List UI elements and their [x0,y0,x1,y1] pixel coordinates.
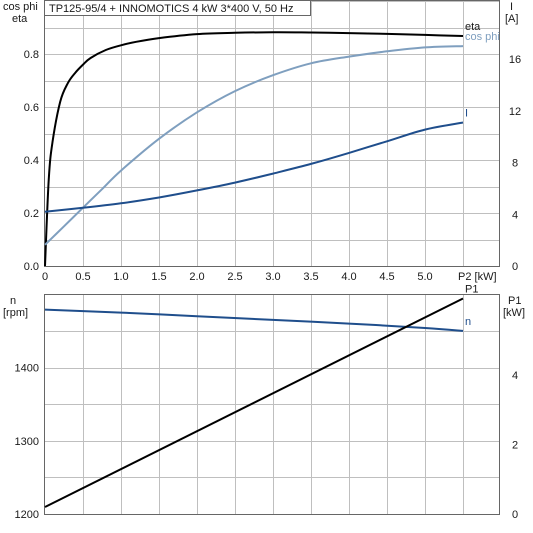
series-line-i [44,121,464,213]
y-left-tick-label: 0.0 [24,261,39,273]
x-tick-label: 3.5 [303,271,318,283]
y-right-label-bottom-2: [kW] [503,307,525,319]
series-label-eta: eta [465,21,481,33]
series-line-p1 [44,297,464,508]
bottom-grid [45,295,499,514]
y-right-label-top-2: [A] [505,13,518,25]
x-axis-label: P2 [kW] [458,271,497,283]
x-tick-label: 1.5 [151,271,166,283]
x-tick-label: 2.0 [189,271,204,283]
y-right-tick-label: 4 [512,370,518,382]
x-tick-label: 0.5 [75,271,90,283]
title-box [44,0,311,16]
series-label-p1: P1 [465,283,478,295]
top-plot-frame [44,0,500,267]
chart-title: TP125-95/4 + INNOMOTICS 4 kW 3*400 V, 50… [49,3,293,15]
y-left-tick-label: 1400 [15,363,39,375]
y-left-label-bottom-1: n [10,295,16,307]
y-left-tick-label: 0.6 [24,102,39,114]
series-label-n: n [465,316,471,328]
y-left-label-bottom-2: [rpm] [3,307,28,319]
bottom-plot-frame [44,294,500,515]
y-right-tick-label: 4 [512,209,518,221]
series-curves [44,31,464,508]
y-right-tick-label: 0 [512,261,518,273]
x-tick-label: 0 [42,271,48,283]
x-tick-label: 2.5 [227,271,242,283]
series-line-eta [44,31,464,267]
series-label-i: I [465,108,468,120]
y-right-tick-label: 16 [509,54,521,66]
y-left-tick-label: 0.2 [24,208,39,220]
y-right-tick-label: 2 [512,439,518,451]
y-left-label-top-2: eta [12,13,28,25]
tick-labels: 0 0.5 1.0 1.5 2.0 2.5 3.0 3.5 4.0 4.5 5.0 0.0 0.2 0.4… [15,49,522,521]
top-grid [45,1,499,266]
y-left-tick-label: 1300 [15,436,39,448]
y-right-label-bottom-1: P1 [508,295,521,307]
y-left-tick-label: 1200 [15,509,39,521]
x-tick-label: 1.0 [113,271,128,283]
x-tick-label: 4.5 [379,271,394,283]
x-tick-label: 5.0 [417,271,432,283]
y-right-tick-label: 8 [512,158,518,170]
y-right-tick-label: 12 [509,106,521,118]
series-label-cos-phi: cos phi [465,31,500,43]
series-line-n [44,308,464,332]
y-right-label-top-1: I [510,1,513,13]
y-left-tick-label: 0.4 [24,155,39,167]
y-right-tick-label: 0 [512,509,518,521]
y-left-label-top-1: cos phi [3,1,38,13]
x-tick-label: 4.0 [341,271,356,283]
series-line-cos-phi [44,45,464,246]
y-left-tick-label: 0.8 [24,49,39,61]
x-tick-label: 3.0 [265,271,280,283]
